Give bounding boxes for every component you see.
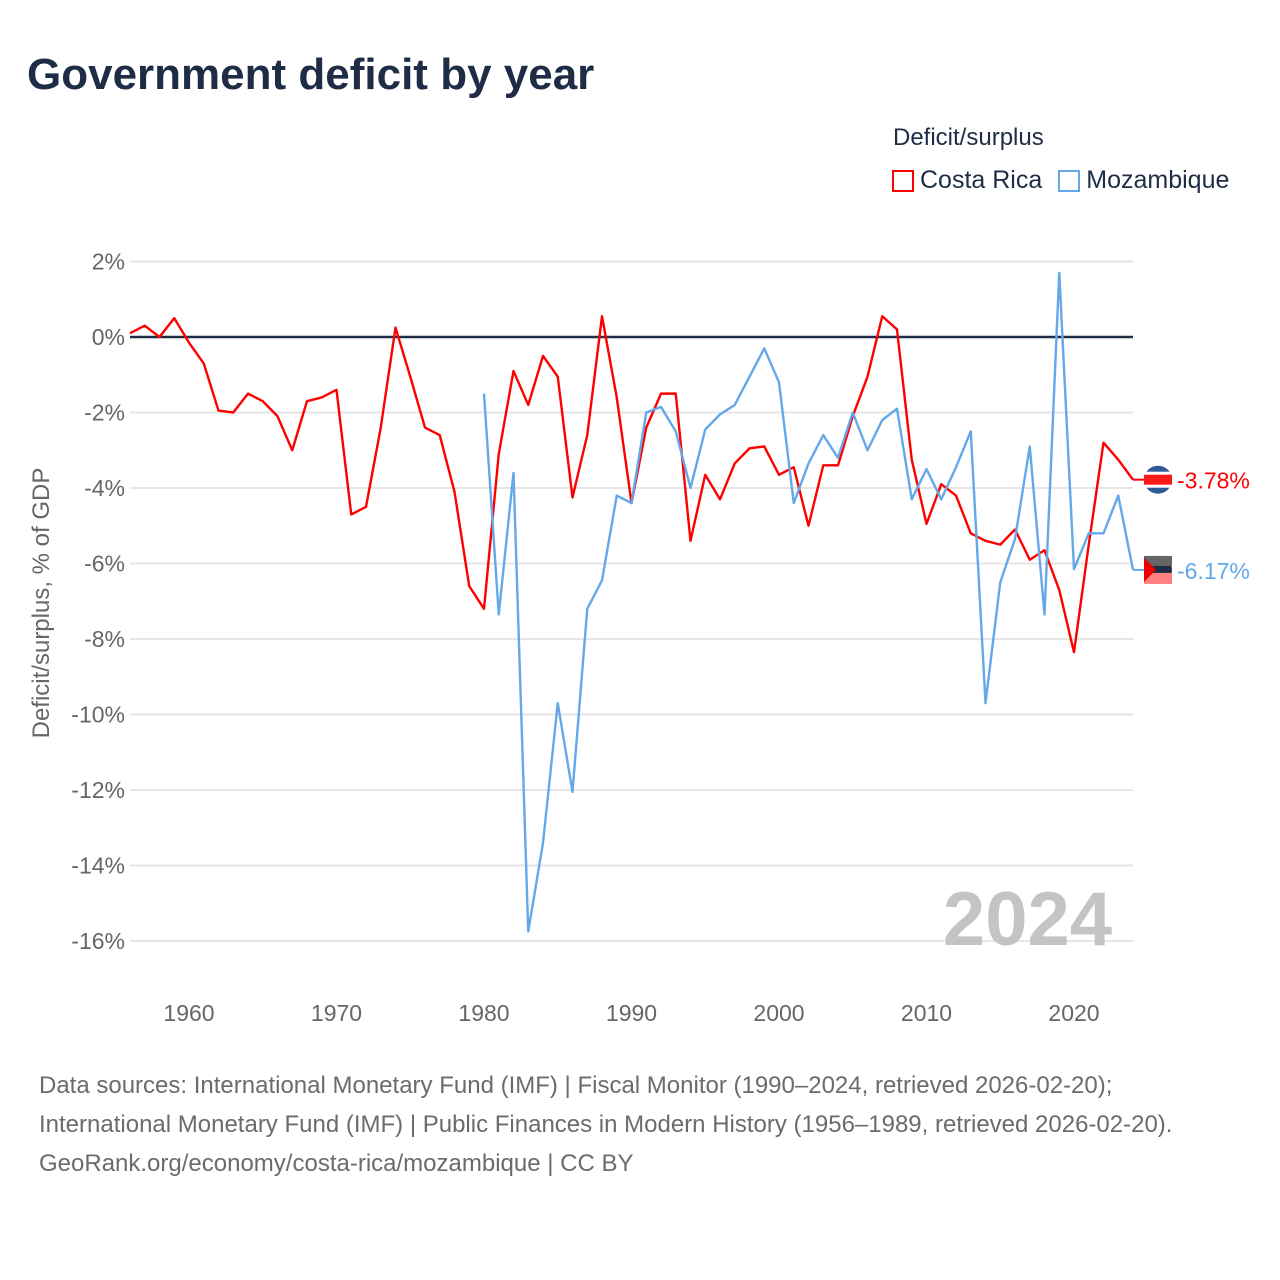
- flag-stripe: [1144, 572, 1172, 584]
- y-tick-label: -10%: [71, 702, 125, 728]
- legend-title: Deficit/surplus: [893, 124, 1044, 151]
- x-tick-label: 2020: [1048, 1000, 1099, 1026]
- legend-swatch-mozambique: [1058, 169, 1081, 192]
- chart-title: Government deficit by year: [27, 50, 595, 99]
- y-tick-label: -12%: [71, 777, 125, 803]
- legend-label: Mozambique: [1086, 166, 1230, 194]
- y-tick-label: -8%: [84, 626, 125, 652]
- x-tick-label: 2000: [753, 1000, 804, 1026]
- flag-stripe: [1144, 474, 1172, 485]
- data-sources: Data sources: International Monetary Fun…: [39, 1072, 1173, 1138]
- y-tick-label: 0%: [92, 324, 125, 350]
- series-line-mozambique: [482, 271, 1135, 933]
- x-tick-label: 2010: [901, 1000, 952, 1026]
- y-tick-label: -14%: [71, 853, 125, 879]
- legend-swatch-costa-rica: [892, 169, 914, 192]
- legend-item-costa-rica[interactable]: Costa Rica: [892, 166, 1042, 195]
- end-value-label-mozambique: -6.17%: [1177, 558, 1250, 584]
- flag-triangle: [1144, 557, 1156, 582]
- legend-item-mozambique[interactable]: Mozambique: [1058, 166, 1229, 195]
- flag-stripe: [1144, 555, 1172, 566]
- y-tick-label: -16%: [71, 928, 125, 954]
- credit-link[interactable]: GeoRank.org/economy/costa-rica/mozambiqu…: [39, 1150, 634, 1177]
- x-tick-label: 1970: [311, 1000, 362, 1026]
- end-value-label-costa-rica: -3.78%: [1177, 468, 1250, 494]
- year-watermark: 2024: [943, 877, 1112, 962]
- chart-plot: 2% 0% -2% -4% -6% -8% -10% -12% -14% -16% 1960 1970…: [71, 249, 1250, 1027]
- legend: Costa Rica Mozambique: [892, 166, 1229, 195]
- x-tick-label: 1980: [458, 1000, 509, 1026]
- x-tick-label: 1960: [163, 1000, 214, 1026]
- y-tick-label: 2%: [92, 249, 125, 275]
- y-tick-label: -2%: [84, 400, 125, 426]
- x-tick-label: 1990: [606, 1000, 657, 1026]
- footer: Data sources: International Monetary Fun…: [39, 1066, 1239, 1183]
- series-line-costa-rica: [129, 315, 1134, 654]
- legend-label: Costa Rica: [920, 166, 1043, 194]
- y-tick-label: -4%: [84, 475, 125, 501]
- y-tick-label: -6%: [84, 551, 125, 577]
